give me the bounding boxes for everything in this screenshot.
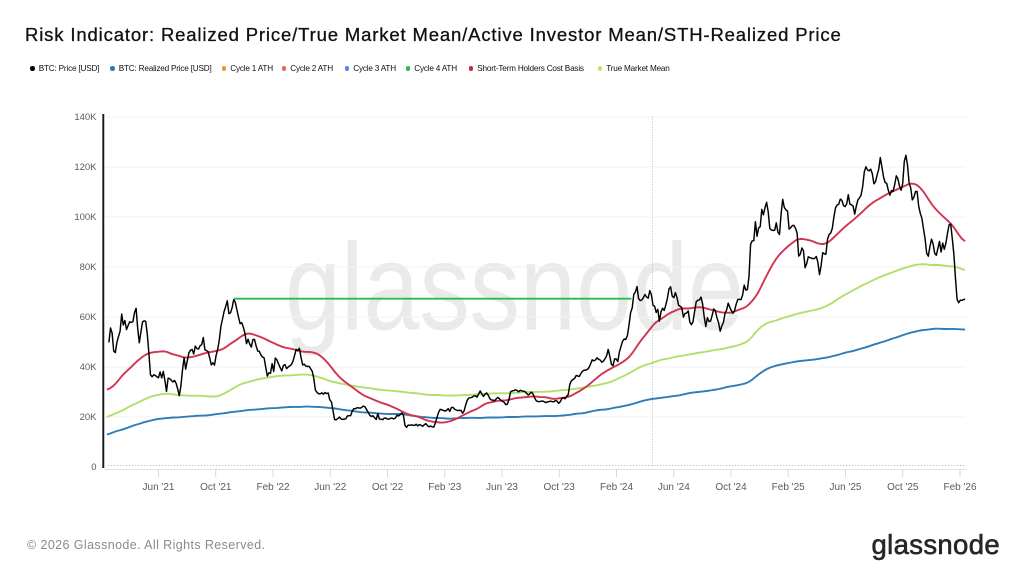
svg-text:glassnode: glassnode <box>285 220 744 357</box>
